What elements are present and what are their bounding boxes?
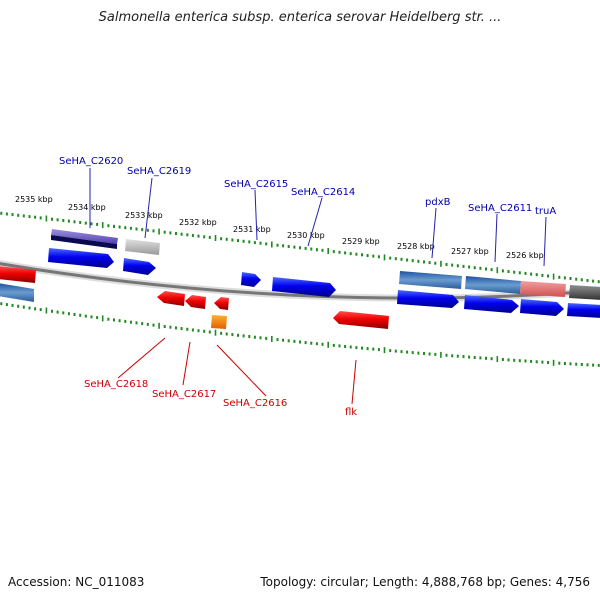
forward-genes bbox=[48, 248, 600, 318]
reverse-genes bbox=[0, 266, 389, 329]
gene-arrow-c2619[interactable] bbox=[123, 258, 156, 275]
gene-label-seha-c2619[interactable]: SeHA_C2619 bbox=[127, 166, 191, 177]
kbp-label: 2530 kbp bbox=[287, 231, 325, 240]
gene-arrow-left-edge[interactable] bbox=[0, 266, 36, 283]
upper-scale-ticks bbox=[0, 211, 600, 284]
accession-label: Accession: NC_011083 bbox=[8, 575, 145, 589]
gene-label-seha-c2618[interactable]: SeHA_C2618 bbox=[84, 379, 148, 390]
gene-arrow-right-edge[interactable] bbox=[567, 303, 600, 318]
kbp-label: 2528 kbp bbox=[397, 242, 435, 251]
gene-label-flk[interactable]: flk bbox=[345, 407, 357, 418]
kbp-label: 2533 kbp bbox=[125, 211, 163, 220]
feature-orange[interactable] bbox=[211, 315, 227, 329]
gene-arrow-c2615[interactable] bbox=[241, 272, 261, 287]
gene-label-seha-c2620[interactable]: SeHA_C2620 bbox=[59, 156, 123, 167]
top-label-leaders bbox=[89, 168, 547, 267]
kbp-label: 2526 kbp bbox=[506, 251, 544, 260]
bottom-gene-labels: SeHA_C2618 SeHA_C2617 SeHA_C2616 flk bbox=[84, 379, 357, 418]
gene-label-seha-c2616[interactable]: SeHA_C2616 bbox=[223, 398, 287, 409]
gene-label-trua[interactable]: truA bbox=[535, 206, 556, 217]
bottom-label-leaders bbox=[117, 337, 357, 405]
gene-label-seha-c2617[interactable]: SeHA_C2617 bbox=[152, 389, 216, 400]
kbp-scale-labels: 2535 kbp 2534 kbp 2533 kbp 2532 kbp 2531 kbp… bbox=[15, 195, 544, 260]
gene-arrow-c2620[interactable] bbox=[48, 248, 114, 268]
feature-grey[interactable] bbox=[125, 239, 160, 255]
gene-arrow-c2611[interactable] bbox=[464, 295, 519, 313]
kbp-label: 2527 kbp bbox=[451, 247, 489, 256]
gene-label-seha-c2611[interactable]: SeHA_C2611 bbox=[468, 203, 532, 214]
kbp-label: 2532 kbp bbox=[179, 218, 217, 227]
upper-feature-band bbox=[0, 229, 600, 302]
top-gene-labels: SeHA_C2620 SeHA_C2619 SeHA_C2615 SeHA_C2… bbox=[59, 156, 556, 217]
gene-arrow-c2616[interactable] bbox=[214, 297, 229, 310]
feature-pink[interactable] bbox=[520, 281, 566, 297]
kbp-label: 2529 kbp bbox=[342, 237, 380, 246]
gene-label-seha-c2614[interactable]: SeHA_C2614 bbox=[291, 187, 355, 198]
gene-arrow-trua[interactable] bbox=[520, 299, 564, 316]
map-title: Salmonella enterica subsp. enterica sero… bbox=[98, 10, 502, 25]
kbp-label: 2535 kbp bbox=[15, 195, 53, 204]
lower-scale-ticks bbox=[0, 302, 600, 367]
gene-arrow-c2617[interactable] bbox=[185, 295, 206, 309]
feature-navy[interactable] bbox=[51, 235, 117, 249]
gene-arrow-c2614[interactable] bbox=[272, 277, 336, 297]
kbp-label: 2534 kbp bbox=[68, 203, 106, 212]
feature-dark[interactable] bbox=[569, 285, 600, 300]
gene-label-seha-c2615[interactable]: SeHA_C2615 bbox=[224, 179, 288, 190]
gene-arrow-flk[interactable] bbox=[333, 311, 389, 329]
gene-arrow-pdxb[interactable] bbox=[397, 290, 459, 308]
gene-label-pdxb[interactable]: pdxB bbox=[425, 197, 451, 208]
gene-arrow-c2618[interactable] bbox=[157, 291, 185, 306]
topology-summary: Topology: circular; Length: 4,888,768 bp… bbox=[260, 575, 590, 589]
feature-steel-2[interactable] bbox=[465, 276, 521, 294]
feature-steel-left[interactable] bbox=[0, 283, 34, 302]
genome-backbone-core bbox=[0, 262, 600, 300]
kbp-label: 2531 kbp bbox=[233, 225, 271, 234]
feature-purple[interactable] bbox=[51, 229, 118, 244]
feature-steel-1[interactable] bbox=[399, 271, 462, 289]
